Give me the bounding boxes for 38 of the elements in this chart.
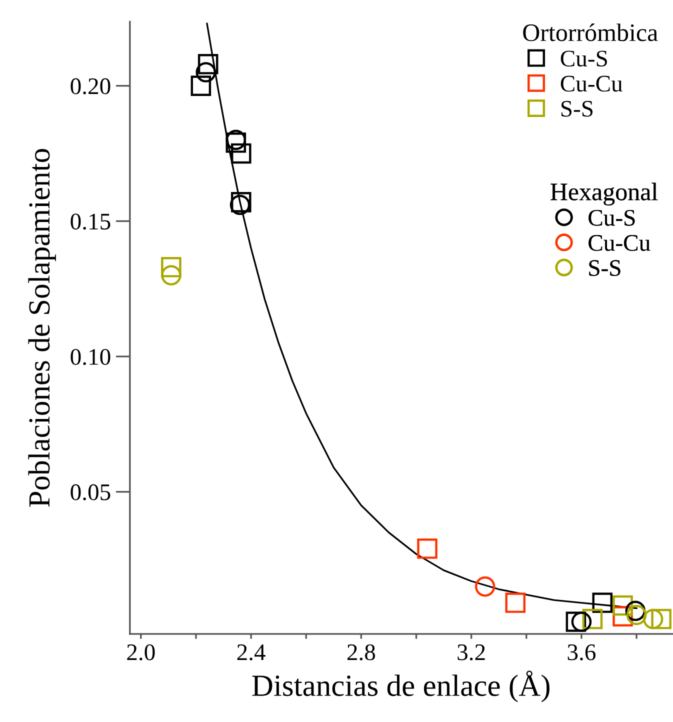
x-tick-label: 2.8 (347, 644, 376, 660)
x-tick-label: 3.2 (458, 644, 485, 660)
point (474, 576, 496, 597)
x-axis-title: Distancias de enlace (Å) (252, 670, 550, 702)
point (651, 608, 672, 630)
point (505, 592, 526, 613)
point (642, 608, 664, 630)
point (592, 592, 613, 613)
legend-label: S-S (561, 100, 593, 117)
point (190, 76, 212, 96)
y-tick-label: 0.05 (70, 484, 110, 500)
y-tick-label: 0.10 (70, 348, 110, 366)
point (571, 612, 592, 632)
legend-label: Cu-S (560, 50, 607, 67)
legend-label: S-S (589, 260, 620, 276)
point (625, 600, 646, 622)
point (612, 606, 633, 626)
y-tick-label: 0.20 (70, 78, 110, 94)
text: Hexagonal (550, 182, 658, 206)
x-tick-label: 2.0 (127, 644, 155, 660)
point (626, 604, 647, 626)
y-tick-label: 0.15 (70, 214, 110, 230)
legend-label: Cu-Cu (588, 235, 650, 251)
point (612, 595, 633, 616)
y-axis-title: Poblaciones de Solapamiento (28, 149, 56, 507)
point (161, 265, 182, 286)
point (566, 612, 586, 632)
x-tick-label: 3.6 (568, 644, 596, 660)
x-tick-label: 2.4 (237, 644, 266, 660)
legend-label: Cu-Cu (560, 76, 622, 92)
point (198, 54, 218, 74)
point (161, 257, 182, 278)
point (417, 538, 438, 559)
text: Ortorrómbica (523, 24, 658, 42)
point (582, 608, 603, 630)
point (196, 62, 216, 82)
point (230, 143, 252, 164)
legend-label: Cu-S (588, 210, 635, 226)
